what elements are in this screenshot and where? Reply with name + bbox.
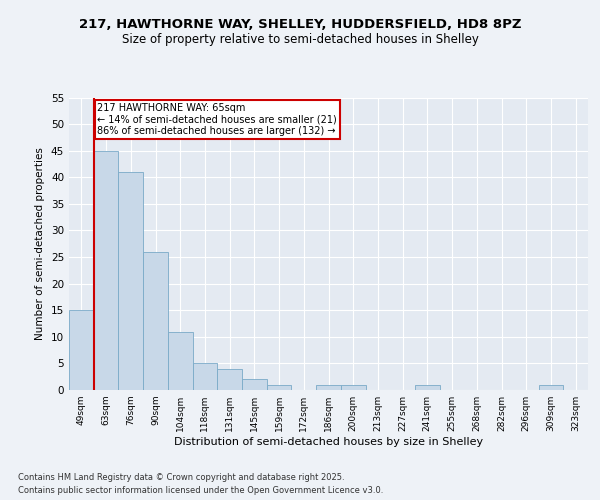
Bar	[539, 384, 563, 390]
Y-axis label: Number of semi-detached properties: Number of semi-detached properties	[35, 148, 46, 340]
Bar	[415, 384, 440, 390]
Bar	[193, 364, 217, 390]
X-axis label: Distribution of semi-detached houses by size in Shelley: Distribution of semi-detached houses by …	[174, 437, 483, 447]
Text: Contains HM Land Registry data © Crown copyright and database right 2025.: Contains HM Land Registry data © Crown c…	[18, 474, 344, 482]
Bar	[94, 150, 118, 390]
Bar	[217, 368, 242, 390]
Bar	[267, 384, 292, 390]
Bar	[242, 380, 267, 390]
Text: Size of property relative to semi-detached houses in Shelley: Size of property relative to semi-detach…	[122, 32, 478, 46]
Bar	[118, 172, 143, 390]
Text: 217, HAWTHORNE WAY, SHELLEY, HUDDERSFIELD, HD8 8PZ: 217, HAWTHORNE WAY, SHELLEY, HUDDERSFIEL…	[79, 18, 521, 30]
Bar	[341, 384, 365, 390]
Bar	[168, 332, 193, 390]
Text: 217 HAWTHORNE WAY: 65sqm
← 14% of semi-detached houses are smaller (21)
86% of s: 217 HAWTHORNE WAY: 65sqm ← 14% of semi-d…	[97, 103, 337, 136]
Bar	[316, 384, 341, 390]
Bar	[143, 252, 168, 390]
Text: Contains public sector information licensed under the Open Government Licence v3: Contains public sector information licen…	[18, 486, 383, 495]
Bar	[69, 310, 94, 390]
